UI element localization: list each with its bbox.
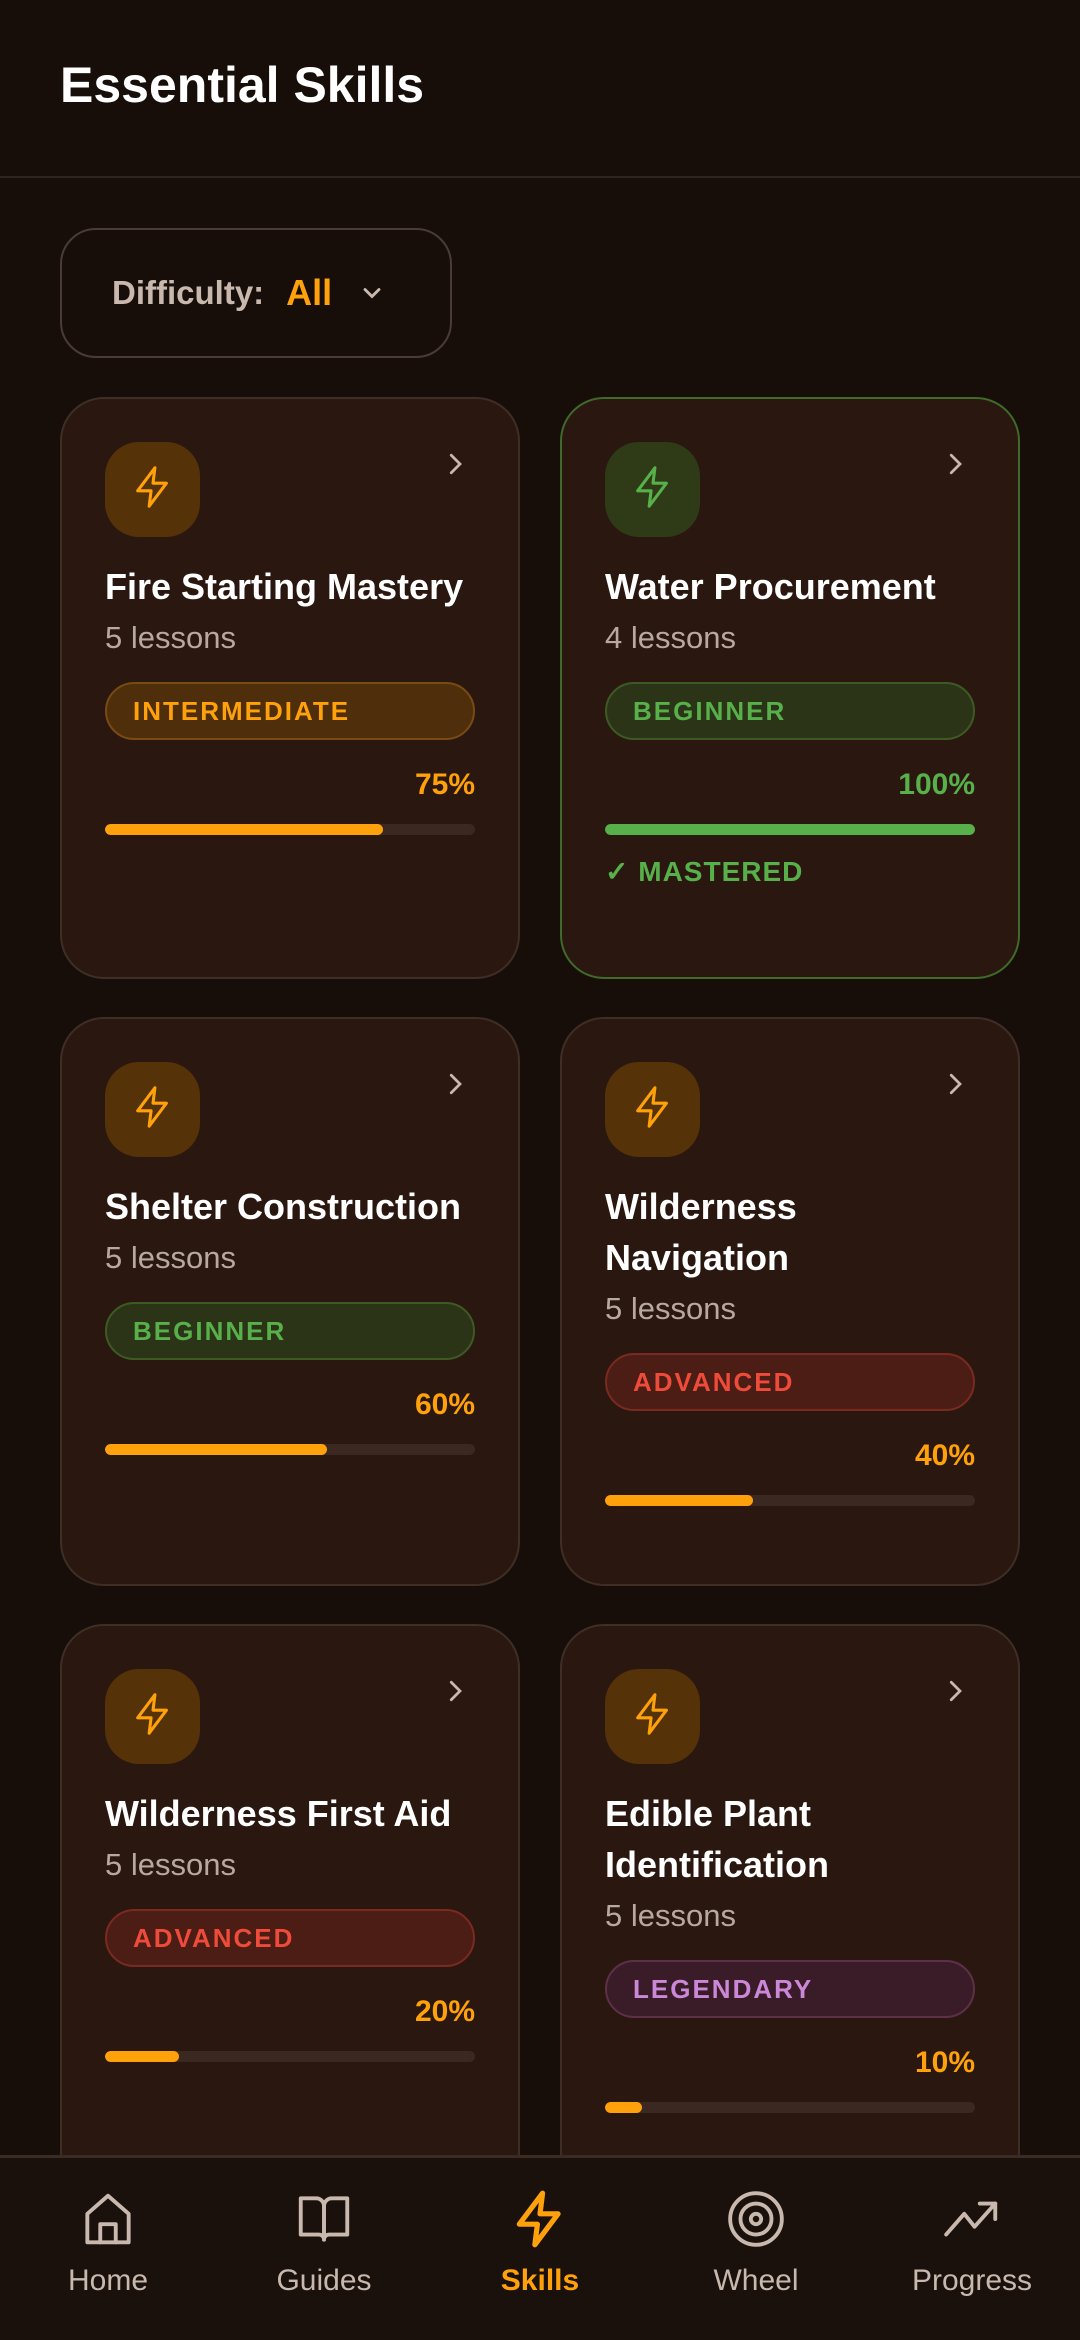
progress-fill <box>605 2102 642 2113</box>
skill-card[interactable]: Edible Plant Identification 5 lessons LE… <box>560 1624 1020 2244</box>
progress-percent: 10% <box>914 2046 975 2079</box>
nav-label: Wheel <box>713 2264 799 2297</box>
skill-card[interactable]: Wilderness First Aid 5 lessons ADVANCED … <box>60 1624 520 2244</box>
skill-title: Edible Plant Identification <box>605 1793 829 1885</box>
mastered-status: ✓ MASTERED <box>605 856 804 887</box>
chevron-right-icon[interactable] <box>940 1069 970 1099</box>
progress-fill <box>105 1444 327 1455</box>
progress-percent: 75% <box>414 768 475 801</box>
progress-bar <box>605 1495 975 1506</box>
bottom-navigation: Home Guides Skills Wheel Progress <box>0 2155 1080 2340</box>
lightning-icon <box>130 1691 176 1742</box>
lightning-icon <box>130 464 176 515</box>
progress-percent: 40% <box>914 1439 975 1472</box>
difficulty-badge: LEGENDARY <box>605 1960 975 2018</box>
skill-title: Shelter Construction <box>105 1186 462 1227</box>
lightning-icon <box>630 1084 676 1135</box>
lightning-icon <box>630 464 676 515</box>
skill-icon-box <box>605 1669 700 1764</box>
difficulty-label: BEGINNER <box>633 695 787 726</box>
skill-icon-box <box>605 1062 700 1157</box>
difficulty-label: LEGENDARY <box>633 1973 814 2004</box>
progress-bar <box>605 2102 975 2113</box>
difficulty-label: ADVANCED <box>133 1922 295 1953</box>
chevron-down-icon <box>363 288 381 299</box>
progress-bar <box>105 2051 475 2062</box>
difficulty-badge: INTERMEDIATE <box>105 682 475 740</box>
chevron-right-icon[interactable] <box>440 1069 470 1099</box>
difficulty-label: INTERMEDIATE <box>133 695 351 726</box>
skill-card[interactable]: Fire Starting Mastery 5 lessons INTERMED… <box>60 397 520 979</box>
progress-percent: 100% <box>898 768 975 801</box>
progress-bar <box>105 824 475 835</box>
chevron-right-icon[interactable] <box>940 1676 970 1706</box>
page-title: Essential Skills <box>60 57 425 113</box>
lesson-count: 5 lessons <box>105 620 236 655</box>
nav-label: Guides <box>276 2264 372 2297</box>
skill-card[interactable]: Shelter Construction 5 lessons BEGINNER … <box>60 1017 520 1586</box>
progress-percent: 20% <box>414 1995 475 2028</box>
progress-bar <box>605 824 975 835</box>
skill-card[interactable]: Wilderness Navigation 5 lessons ADVANCED… <box>560 1017 1020 1586</box>
target-icon <box>728 2191 784 2247</box>
skill-title: Fire Starting Mastery <box>105 566 464 607</box>
skill-title: Water Procurement <box>605 566 936 607</box>
difficulty-badge: ADVANCED <box>105 1909 475 1967</box>
difficulty-badge: ADVANCED <box>605 1353 975 1411</box>
lesson-count: 5 lessons <box>605 1291 736 1326</box>
chevron-right-icon[interactable] <box>940 449 970 479</box>
lesson-count: 5 lessons <box>105 1847 236 1882</box>
progress-bar <box>105 1444 475 1455</box>
trending-up-icon <box>944 2201 998 2237</box>
header: Essential Skills <box>0 0 1080 178</box>
skill-icon-box <box>105 442 200 537</box>
nav-item-wheel[interactable]: Wheel <box>648 2158 864 2340</box>
nav-item-skills[interactable]: Skills <box>432 2158 648 2340</box>
lightning-icon <box>630 1691 676 1742</box>
lightning-icon <box>130 1084 176 1135</box>
lesson-count: 4 lessons <box>605 620 736 655</box>
book-icon <box>298 2196 350 2242</box>
progress-fill <box>605 824 975 835</box>
progress-fill <box>105 824 383 835</box>
nav-label: Skills <box>500 2264 580 2297</box>
chevron-right-icon[interactable] <box>440 449 470 479</box>
nav-item-home[interactable]: Home <box>0 2158 216 2340</box>
chevron-right-icon[interactable] <box>440 1676 470 1706</box>
difficulty-badge: BEGINNER <box>605 682 975 740</box>
home-icon <box>85 2193 131 2245</box>
nav-label: Home <box>67 2264 149 2297</box>
difficulty-label: ADVANCED <box>633 1366 795 1397</box>
difficulty-filter-dropdown[interactable]: Difficulty: All <box>60 228 452 358</box>
lightning-icon <box>516 2190 561 2248</box>
difficulty-label: BEGINNER <box>133 1315 287 1346</box>
progress-fill <box>605 1495 753 1506</box>
nav-item-guides[interactable]: Guides <box>216 2158 432 2340</box>
difficulty-badge: BEGINNER <box>105 1302 475 1360</box>
filter-label: Difficulty: <box>112 274 265 311</box>
nav-item-progress[interactable]: Progress <box>864 2158 1080 2340</box>
skill-icon-box <box>105 1062 200 1157</box>
skill-card[interactable]: Water Procurement 4 lessons BEGINNER 100… <box>560 397 1020 979</box>
skill-title: Wilderness First Aid <box>105 1793 452 1834</box>
filter-value: All <box>286 272 333 313</box>
progress-fill <box>105 2051 179 2062</box>
lesson-count: 5 lessons <box>605 1898 736 1933</box>
skill-title: Wilderness Navigation <box>605 1186 797 1278</box>
skills-grid: Fire Starting Mastery 5 lessons INTERMED… <box>60 397 1020 2244</box>
skill-icon-box <box>105 1669 200 1764</box>
nav-label: Progress <box>911 2264 1033 2297</box>
progress-percent: 60% <box>414 1388 475 1421</box>
skill-icon-box <box>605 442 700 537</box>
lesson-count: 5 lessons <box>105 1240 236 1275</box>
